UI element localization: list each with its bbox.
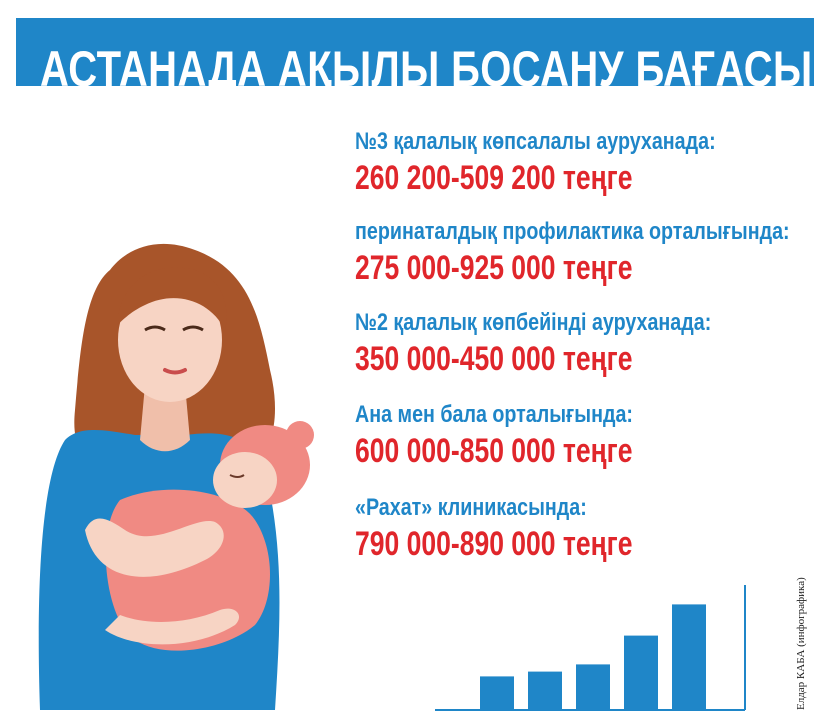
entry-label: «Рахат» клиникасында: [355, 494, 587, 521]
price-entry-perinatal: перинаталдық профилактика орталығында: 2… [355, 218, 829, 286]
entry-price: 790 000-890 000 теңге [355, 525, 633, 563]
page-title: АСТАНАДА АҚЫЛЫ БОСАНУ БАҒАСЫ: [40, 41, 827, 97]
title-banner: АСТАНАДА АҚЫЛЫ БОСАНУ БАҒАСЫ: [16, 18, 826, 97]
decor-bar [672, 604, 706, 710]
price-entry-mother-child: Ана мен бала орталығында: 600 000-850 00… [355, 401, 711, 469]
author-credit: Елдар КАБА (инфографика) [795, 577, 807, 710]
decor-bar [480, 676, 514, 710]
entry-label: №2 қалалық көпбейінді ауруханада: [355, 309, 712, 336]
entry-price: 350 000-450 000 теңге [355, 340, 633, 378]
decor-bar [576, 664, 610, 710]
price-entry-hospital-2: №2 қалалық көпбейінді ауруханада: 350 00… [355, 309, 789, 377]
decor-bar [624, 635, 658, 710]
price-entry-hospital-3: №3 қалалық көпсалалы ауруханада: 260 200… [355, 128, 795, 196]
entry-label: Ана мен бала орталығында: [355, 401, 633, 428]
entry-label: №3 қалалық көпсалалы ауруханада: [355, 128, 716, 155]
mother-baby-illustration [38, 243, 314, 710]
decor-bar [528, 671, 562, 710]
price-entry-rakhat: «Рахат» клиникасында: 790 000-890 000 те… [355, 494, 711, 562]
entry-price: 600 000-850 000 теңге [355, 432, 633, 470]
entry-price: 275 000-925 000 теңге [355, 249, 633, 287]
decorative-bar-graphic [435, 585, 746, 711]
entry-price: 260 200-509 200 теңге [355, 159, 633, 197]
entry-label: перинаталдық профилактика орталығында: [355, 218, 790, 245]
